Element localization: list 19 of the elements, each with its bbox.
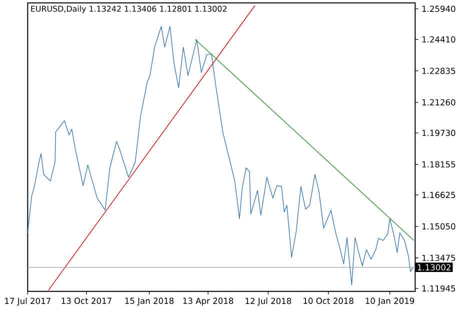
y-tick-label: 1.18155 <box>422 161 456 168</box>
y-tick-label: 1.16625 <box>422 192 456 198</box>
y-tick-label: 1.22835 <box>422 68 456 74</box>
x-tick-label: 15 Jan 2018 <box>125 298 174 306</box>
x-tick-label: 13 Oct 2017 <box>62 298 112 304</box>
y-tick-label: 1.11945 <box>422 285 456 292</box>
y-tick-label: 1.13475 <box>422 254 456 261</box>
x-tick-label: 10 Oct 2018 <box>304 298 354 304</box>
ref-line-label: 1.13002 <box>418 264 450 270</box>
y-tick-label: 1.25940 <box>422 6 456 12</box>
y-tick-label: 1.15050 <box>422 223 456 230</box>
line-series <box>27 26 414 286</box>
y-tick-label: 1.19730 <box>422 130 456 136</box>
y-tick-label: 1.24410 <box>422 36 456 42</box>
x-tick-label: 10 Jan 2019 <box>366 298 414 306</box>
x-tick-label: 13 Apr 2018 <box>183 298 234 306</box>
x-tick-label: 12 Jul 2018 <box>246 298 292 306</box>
x-tick-label: 17 Jul 2017 <box>5 298 50 306</box>
y-tick-label: 1.21260 <box>422 99 456 106</box>
